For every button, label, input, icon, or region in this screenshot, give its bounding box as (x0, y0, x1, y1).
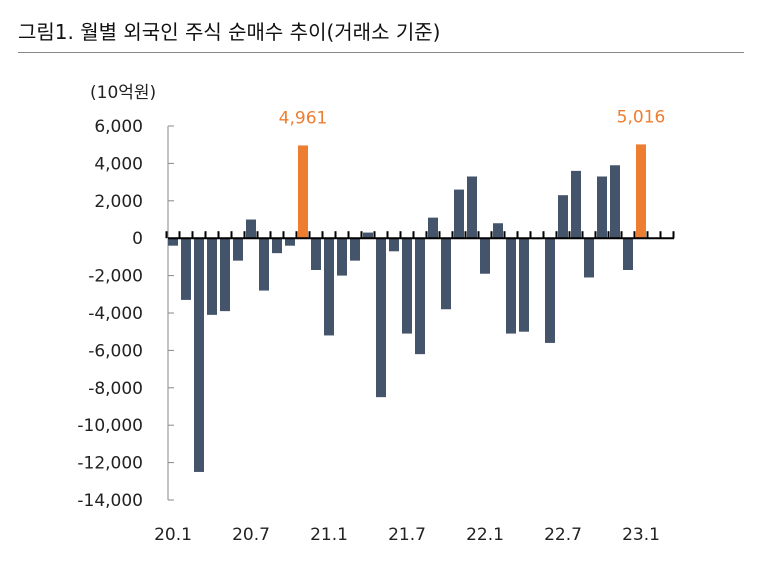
data-label: 4,961 (279, 108, 328, 128)
bar-21.7 (402, 238, 412, 334)
y-tick-label: -14,000 (77, 491, 143, 511)
y-axis-label: (10억원) (90, 83, 156, 103)
bar-20.7 (246, 219, 256, 239)
bar-21.8 (415, 238, 425, 355)
x-tick-label: 21.7 (388, 525, 426, 545)
bar-22.9 (584, 238, 594, 278)
bar-21.5 (376, 238, 386, 398)
bar-21.4 (363, 232, 373, 239)
x-tick-label: 20.7 (232, 525, 270, 545)
bar-20.6 (233, 238, 243, 261)
bar-22.1 (480, 238, 490, 274)
x-tick-label: 20.1 (154, 525, 192, 545)
y-tick-label: 4,000 (94, 154, 143, 174)
y-tick-label: 0 (132, 229, 143, 249)
y-tick-label: -4,000 (88, 304, 143, 324)
bar-22.7 (558, 195, 568, 239)
bar-22.4 (519, 238, 529, 332)
data-label: 5,016 (617, 107, 666, 127)
y-tick-label: -8,000 (88, 379, 143, 399)
y-tick-label: 2,000 (94, 192, 143, 212)
bar-21.10 (441, 238, 451, 310)
bar-20.4 (207, 238, 217, 315)
bar-20.11 (298, 145, 308, 239)
y-tick-label: -10,000 (77, 416, 143, 436)
bar-22.11 (610, 165, 620, 239)
x-tick-label: 22.7 (544, 525, 582, 545)
bar-20.12 (311, 238, 321, 270)
bar-22.10 (597, 176, 607, 239)
bar-20.2 (181, 238, 191, 300)
bar-21.6 (389, 238, 399, 252)
bar-20.3 (194, 238, 204, 472)
bar-20.10 (285, 238, 295, 246)
title-divider (18, 52, 744, 53)
bar-20.5 (220, 238, 230, 312)
y-tick-label: -2,000 (88, 267, 143, 287)
bar-20.9 (272, 238, 282, 254)
bar-21.12 (467, 176, 477, 239)
bar-21.2 (337, 238, 347, 276)
chart-title: 그림1. 월별 외국인 주식 순매수 추이(거래소 기준) (18, 20, 441, 44)
bar-23.1 (636, 144, 646, 239)
bar-20.1 (168, 238, 178, 246)
bar-21.3 (350, 238, 360, 261)
bar-21.1 (324, 238, 334, 336)
bar-22.6 (545, 238, 555, 343)
x-tick-label: 22.1 (466, 525, 504, 545)
bar-20.8 (259, 238, 269, 291)
x-tick-label: 21.1 (310, 525, 348, 545)
x-tick-label: 23.1 (622, 525, 660, 545)
bar-22.12 (623, 238, 633, 270)
bar-21.9 (428, 217, 438, 239)
y-tick-label: -6,000 (88, 341, 143, 361)
y-tick-label: -12,000 (77, 454, 143, 474)
bar-22.2 (493, 223, 503, 239)
bar-21.11 (454, 189, 464, 239)
bar-22.8 (571, 170, 581, 239)
y-tick-label: 6,000 (94, 117, 143, 137)
bar-22.3 (506, 238, 516, 334)
